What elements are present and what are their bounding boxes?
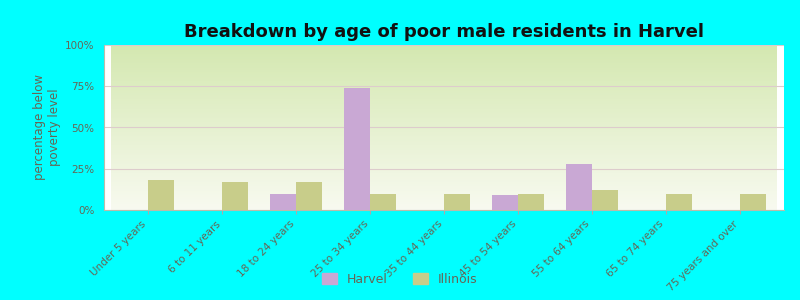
Bar — [296, 182, 322, 210]
Bar — [592, 190, 618, 210]
Legend: Harvel, Illinois: Harvel, Illinois — [318, 268, 482, 291]
Bar — [666, 194, 692, 210]
Bar — [492, 195, 518, 210]
Bar — [344, 88, 370, 210]
Bar — [740, 194, 766, 210]
Title: Breakdown by age of poor male residents in Harvel: Breakdown by age of poor male residents … — [184, 23, 704, 41]
Bar — [444, 194, 470, 210]
Y-axis label: percentage below
poverty level: percentage below poverty level — [33, 74, 61, 181]
Bar — [270, 194, 296, 210]
Bar — [370, 194, 396, 210]
Bar — [566, 164, 592, 210]
Bar — [148, 180, 174, 210]
Bar — [222, 182, 248, 210]
Bar — [518, 194, 544, 210]
